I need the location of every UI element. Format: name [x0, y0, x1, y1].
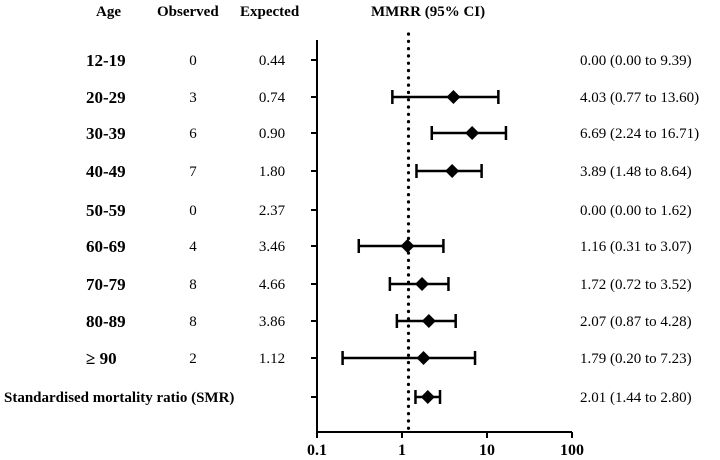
x-tick-label: 10: [479, 442, 495, 459]
smr-ci-label: 2.01 (1.44 to 2.80): [580, 390, 692, 406]
smr-label: Standardised mortality ratio (SMR): [4, 390, 234, 406]
x-tick-label: 100: [560, 442, 584, 459]
expected-value: 0.74: [259, 90, 286, 106]
ratio-ci-label: 0.00 (0.00 to 1.62): [580, 203, 692, 219]
expected-value: 3.46: [259, 239, 286, 255]
ratio-ci-label: 1.72 (0.72 to 3.52): [580, 277, 692, 293]
expected-value: 0.44: [259, 53, 286, 69]
expected-value: 3.86: [259, 314, 286, 330]
observed-column-header: Observed: [157, 4, 219, 20]
observed-value: 8: [189, 277, 197, 293]
age-group-label: 12-19: [86, 51, 126, 70]
observed-value: 8: [189, 314, 197, 330]
ratio-ci-label: 3.89 (1.48 to 8.64): [580, 164, 692, 180]
age-group-label: 30-39: [86, 124, 126, 143]
expected-value: 2.37: [259, 203, 286, 219]
ratio-ci-label: 4.03 (0.77 to 13.60): [580, 90, 699, 106]
expected-column-header: Expected: [240, 4, 300, 20]
observed-value: 4: [189, 239, 197, 255]
estimate-marker: [420, 390, 435, 404]
estimate-marker: [446, 90, 461, 104]
expected-value: 1.12: [259, 351, 285, 367]
observed-value: 7: [189, 164, 197, 180]
observed-value: 0: [189, 53, 197, 69]
observed-value: 6: [189, 126, 197, 142]
observed-value: 3: [189, 90, 197, 106]
x-tick-label: 1: [398, 442, 406, 459]
age-group-label: 50-59: [86, 201, 126, 220]
age-column-header: Age: [96, 4, 121, 20]
expected-value: 0.90: [259, 126, 285, 142]
age-group-label: 20-29: [86, 88, 126, 107]
age-group-label: 60-69: [86, 237, 126, 256]
expected-value: 4.66: [259, 277, 286, 293]
ratio-ci-label: 1.16 (0.31 to 3.07): [580, 239, 692, 255]
chart-title: MMRR (95% CI): [371, 4, 485, 20]
estimate-marker: [415, 277, 430, 291]
ratio-ci-label: 1.79 (0.20 to 7.23): [580, 351, 692, 367]
estimate-marker: [465, 126, 480, 140]
estimate-marker: [416, 351, 431, 365]
ratio-ci-label: 0.00 (0.00 to 9.39): [580, 53, 692, 69]
age-group-label: ≥ 90: [86, 349, 117, 368]
age-group-label: 80-89: [86, 312, 126, 331]
age-group-label: 40-49: [86, 162, 126, 181]
observed-value: 2: [189, 351, 197, 367]
estimate-marker: [400, 239, 415, 253]
age-group-label: 70-79: [86, 275, 126, 294]
expected-value: 1.80: [259, 164, 285, 180]
estimate-marker: [421, 314, 436, 328]
estimate-marker: [445, 164, 460, 178]
ratio-ci-label: 6.69 (2.24 to 16.71): [580, 126, 699, 142]
observed-value: 0: [189, 203, 197, 219]
x-tick-label: 0.1: [307, 442, 327, 459]
ratio-ci-label: 2.07 (0.87 to 4.28): [580, 314, 692, 330]
